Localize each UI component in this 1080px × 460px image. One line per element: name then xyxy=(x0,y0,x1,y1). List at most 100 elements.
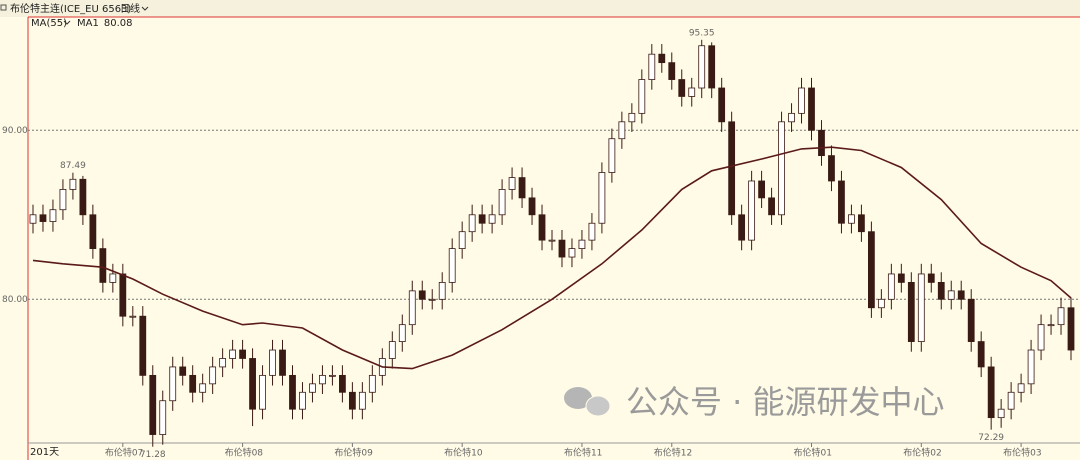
candle-body xyxy=(638,79,646,114)
candle-body xyxy=(408,290,416,326)
candle-body xyxy=(478,214,486,224)
annotation: 72.29 xyxy=(978,433,1004,443)
candle-body xyxy=(798,87,805,114)
candle-body xyxy=(887,273,895,300)
candle-body xyxy=(848,214,855,224)
candle-body xyxy=(189,374,197,393)
candle-body xyxy=(937,282,945,300)
candle-body xyxy=(468,214,476,233)
legend-value: 80.08 xyxy=(104,18,133,29)
candle-body xyxy=(568,248,576,258)
watermark-text: 公众号 · 能源研发中心 xyxy=(626,383,945,421)
candle-body xyxy=(1057,307,1065,326)
candle-body xyxy=(259,374,266,410)
candle-body xyxy=(169,366,177,402)
candle-body xyxy=(458,231,466,249)
candle-body xyxy=(808,87,815,131)
candle-body xyxy=(768,197,775,216)
candle-body xyxy=(508,177,516,190)
candle-body xyxy=(548,239,556,242)
candle-body xyxy=(249,358,256,410)
x-tick-label: 布伦特02 xyxy=(903,447,941,459)
candle-body xyxy=(828,155,835,182)
candle-body xyxy=(428,298,436,301)
y-tick-label: 80.00 xyxy=(2,295,28,305)
candle-body xyxy=(149,374,157,435)
candle-body xyxy=(947,290,955,300)
candle-body xyxy=(678,79,686,97)
candle-body xyxy=(558,239,566,258)
x-tick-label: 布伦特10 xyxy=(444,447,483,459)
ma-line xyxy=(32,146,1072,370)
candle-body xyxy=(907,282,915,342)
candle-body xyxy=(738,214,746,241)
candle-body xyxy=(488,214,496,224)
watermark-icon xyxy=(564,387,592,409)
candle-body xyxy=(129,315,137,318)
candle-body xyxy=(608,138,616,173)
candle-body xyxy=(1047,324,1055,327)
candle-body xyxy=(49,209,57,222)
candle-body xyxy=(319,374,326,385)
candle-body xyxy=(39,214,47,222)
header-icon xyxy=(0,4,7,11)
candle-body xyxy=(1067,307,1075,351)
candle-body xyxy=(229,349,237,359)
candle-body xyxy=(199,383,207,393)
candle-body xyxy=(628,112,636,123)
candle-body xyxy=(339,374,346,393)
candle-body xyxy=(688,87,696,97)
candle-body xyxy=(109,273,117,283)
candle-body xyxy=(588,222,596,241)
candle-body xyxy=(668,62,676,80)
candle-body xyxy=(329,374,336,377)
candle-body xyxy=(758,180,765,199)
candle-body xyxy=(309,383,316,393)
candle-body xyxy=(348,391,356,410)
candle-body xyxy=(528,197,536,216)
x-tick-label: 布伦特01 xyxy=(794,447,832,459)
candle-body xyxy=(967,298,975,342)
candle-body xyxy=(618,121,626,140)
candles xyxy=(29,39,1075,447)
candle-body xyxy=(388,341,396,359)
watermark-icon xyxy=(585,395,611,417)
x-tick-label: 布伦特09 xyxy=(334,447,373,459)
candle-body xyxy=(917,273,925,342)
candle-body xyxy=(159,400,167,435)
candle-body xyxy=(69,178,77,190)
candle-body xyxy=(358,391,366,410)
candle-body xyxy=(1037,324,1045,351)
candle-body xyxy=(498,189,506,216)
candle-body xyxy=(778,121,785,216)
candle-body xyxy=(658,53,666,64)
candle-body xyxy=(518,177,526,199)
candle-body xyxy=(179,366,187,376)
candle-body xyxy=(438,282,446,300)
x-tick-label: 布伦特08 xyxy=(225,447,264,459)
chart-title: 布伦特主连(ICE_EU 6563) xyxy=(10,2,131,15)
candle-body xyxy=(867,231,875,309)
candle-body xyxy=(209,366,217,385)
candle-body xyxy=(368,374,376,393)
dropdown-icon xyxy=(141,6,149,11)
candle-body xyxy=(79,178,87,216)
candle-body xyxy=(418,290,426,300)
watermark: 公众号 · 能源研发中心 xyxy=(564,383,945,421)
candle-body xyxy=(927,273,935,283)
candle-body xyxy=(1017,383,1025,393)
period[interactable]: 日线 xyxy=(120,2,140,15)
annotation: 87.49 xyxy=(60,161,86,171)
candle-body xyxy=(1027,349,1035,385)
candle-body xyxy=(897,273,905,283)
bar-count: 201天 xyxy=(30,447,59,458)
x-tick-label: 布伦特03 xyxy=(1003,447,1041,459)
dropdown-icon xyxy=(63,20,71,25)
candle-body xyxy=(398,324,406,342)
candle-body xyxy=(977,341,985,368)
indicator[interactable]: MA(55) xyxy=(31,18,67,29)
candle-body xyxy=(99,248,107,283)
legend-name: MA1 xyxy=(77,18,99,29)
candle-body xyxy=(718,87,726,123)
